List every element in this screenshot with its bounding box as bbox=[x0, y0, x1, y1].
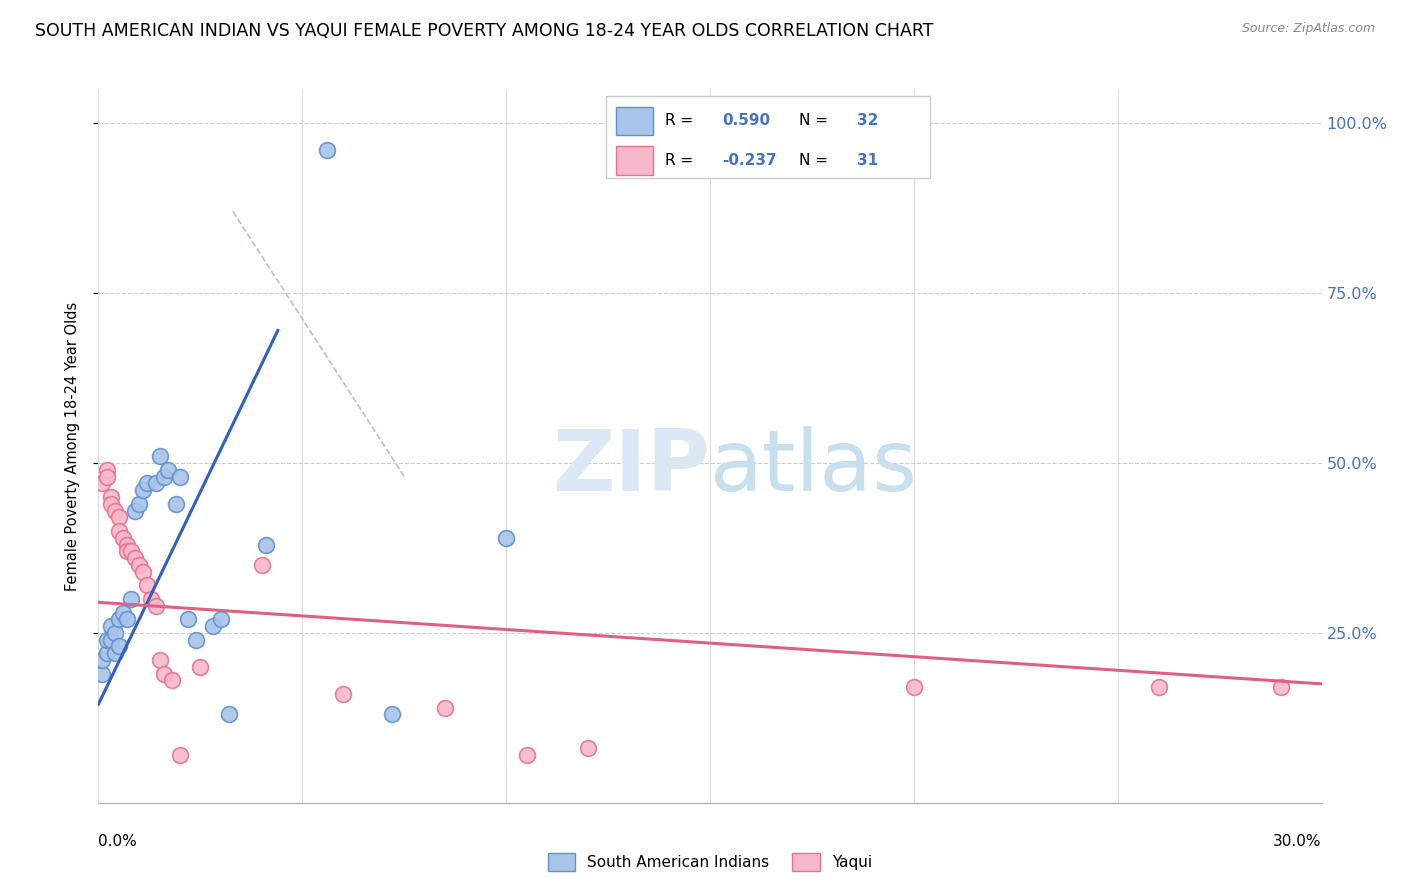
Text: R =: R = bbox=[665, 153, 697, 168]
Point bbox=[145, 476, 167, 491]
Text: 0.590: 0.590 bbox=[723, 113, 770, 128]
Point bbox=[186, 632, 208, 647]
Point bbox=[136, 578, 159, 592]
Point bbox=[250, 558, 273, 572]
Point bbox=[124, 503, 146, 517]
Point bbox=[91, 476, 114, 491]
Point bbox=[96, 646, 118, 660]
Point bbox=[115, 544, 138, 558]
FancyBboxPatch shape bbox=[606, 96, 931, 178]
Point bbox=[100, 632, 122, 647]
Point bbox=[108, 640, 131, 654]
Point bbox=[108, 612, 131, 626]
Point bbox=[218, 707, 240, 722]
Point bbox=[132, 565, 155, 579]
Point bbox=[434, 700, 457, 714]
Point bbox=[120, 591, 142, 606]
Point bbox=[152, 666, 174, 681]
Text: N =: N = bbox=[800, 113, 834, 128]
Point bbox=[160, 673, 183, 688]
Point bbox=[115, 537, 138, 551]
Point bbox=[108, 510, 131, 524]
Point bbox=[128, 558, 150, 572]
Point bbox=[91, 666, 114, 681]
Point bbox=[903, 680, 925, 694]
Point bbox=[254, 537, 277, 551]
Point bbox=[100, 619, 122, 633]
Point bbox=[177, 612, 200, 626]
Point bbox=[104, 503, 127, 517]
Point bbox=[209, 612, 232, 626]
Point bbox=[188, 660, 212, 674]
Point bbox=[96, 469, 118, 483]
Point bbox=[100, 497, 122, 511]
Point bbox=[136, 476, 159, 491]
Y-axis label: Female Poverty Among 18-24 Year Olds: Female Poverty Among 18-24 Year Olds bbox=[65, 301, 80, 591]
Point bbox=[201, 619, 224, 633]
Point bbox=[96, 632, 118, 647]
Text: 30.0%: 30.0% bbox=[1274, 834, 1322, 849]
Point bbox=[169, 469, 191, 483]
Text: 31: 31 bbox=[856, 153, 877, 168]
Point bbox=[115, 612, 138, 626]
Text: SOUTH AMERICAN INDIAN VS YAQUI FEMALE POVERTY AMONG 18-24 YEAR OLDS CORRELATION : SOUTH AMERICAN INDIAN VS YAQUI FEMALE PO… bbox=[35, 22, 934, 40]
Text: ZIP: ZIP bbox=[553, 425, 710, 509]
Point bbox=[132, 483, 155, 498]
Point bbox=[141, 591, 163, 606]
Point bbox=[332, 687, 354, 701]
Legend: South American Indians, Yaqui: South American Indians, Yaqui bbox=[541, 847, 879, 877]
Point bbox=[124, 551, 146, 566]
Text: Source: ZipAtlas.com: Source: ZipAtlas.com bbox=[1241, 22, 1375, 36]
Point bbox=[128, 497, 150, 511]
Point bbox=[111, 531, 134, 545]
Point bbox=[104, 646, 127, 660]
Point bbox=[381, 707, 404, 722]
Point bbox=[576, 741, 599, 756]
Text: R =: R = bbox=[665, 113, 697, 128]
Point bbox=[156, 463, 179, 477]
Text: -0.237: -0.237 bbox=[723, 153, 778, 168]
Point bbox=[149, 653, 172, 667]
Point bbox=[152, 469, 174, 483]
Point bbox=[111, 606, 134, 620]
Point bbox=[100, 490, 122, 504]
Point bbox=[165, 497, 187, 511]
Point bbox=[96, 463, 118, 477]
Point bbox=[495, 531, 517, 545]
Point bbox=[1147, 680, 1170, 694]
Point bbox=[108, 524, 131, 538]
Point bbox=[91, 653, 114, 667]
Text: 32: 32 bbox=[856, 113, 879, 128]
Point bbox=[145, 599, 167, 613]
Point bbox=[104, 626, 127, 640]
FancyBboxPatch shape bbox=[616, 107, 652, 136]
Text: 0.0%: 0.0% bbox=[98, 834, 138, 849]
Text: atlas: atlas bbox=[710, 425, 918, 509]
Point bbox=[149, 449, 172, 463]
Point bbox=[516, 748, 538, 763]
Point bbox=[120, 544, 142, 558]
Text: N =: N = bbox=[800, 153, 834, 168]
Point bbox=[315, 144, 337, 158]
FancyBboxPatch shape bbox=[616, 146, 652, 175]
Point bbox=[169, 748, 191, 763]
Point bbox=[1270, 680, 1292, 694]
